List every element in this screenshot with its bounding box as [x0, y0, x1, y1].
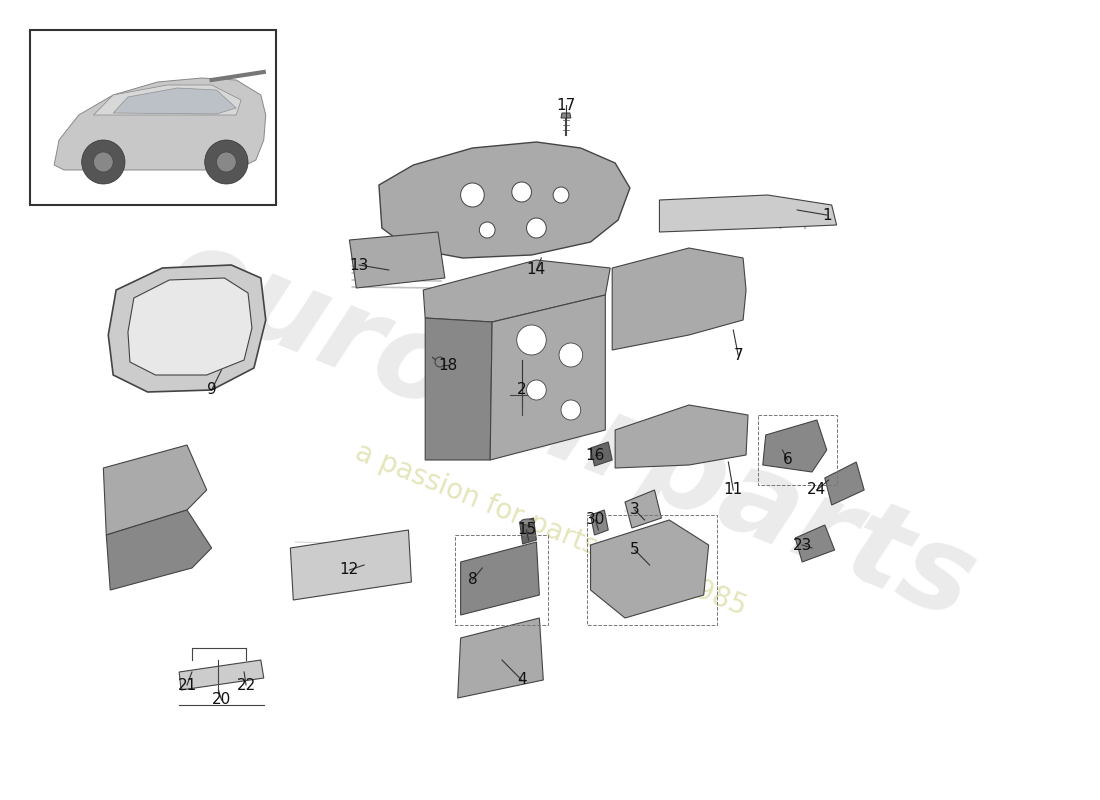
Circle shape — [81, 140, 125, 184]
Text: 18: 18 — [438, 358, 458, 373]
Polygon shape — [426, 318, 492, 460]
Polygon shape — [350, 232, 444, 288]
Text: 30: 30 — [586, 513, 605, 527]
Text: eurocarparts: eurocarparts — [151, 215, 991, 645]
Polygon shape — [591, 442, 613, 466]
Polygon shape — [113, 88, 236, 114]
Text: 9: 9 — [207, 382, 217, 398]
Ellipse shape — [520, 519, 535, 525]
Polygon shape — [615, 405, 748, 468]
Text: 12: 12 — [340, 562, 359, 578]
Polygon shape — [825, 462, 865, 505]
Polygon shape — [94, 85, 241, 115]
Circle shape — [512, 182, 531, 202]
Circle shape — [217, 152, 236, 172]
Bar — [454, 535, 548, 625]
Circle shape — [517, 325, 547, 355]
Polygon shape — [613, 248, 746, 350]
Polygon shape — [591, 510, 608, 535]
Polygon shape — [625, 490, 661, 528]
Text: a passion for parts since 1985: a passion for parts since 1985 — [351, 438, 751, 622]
Polygon shape — [108, 265, 266, 392]
Polygon shape — [762, 420, 827, 472]
Text: 2: 2 — [517, 382, 527, 398]
Text: 24: 24 — [807, 482, 826, 498]
Polygon shape — [378, 142, 630, 258]
Polygon shape — [795, 525, 835, 562]
Text: 5: 5 — [630, 542, 639, 558]
Text: 23: 23 — [792, 538, 812, 553]
Text: 3: 3 — [630, 502, 640, 518]
Polygon shape — [461, 542, 539, 615]
Circle shape — [434, 357, 444, 367]
Circle shape — [559, 343, 583, 367]
Polygon shape — [107, 510, 211, 590]
Text: 20: 20 — [212, 693, 231, 707]
Text: 17: 17 — [557, 98, 575, 113]
Bar — [30, 30, 276, 205]
Polygon shape — [54, 78, 266, 170]
Circle shape — [480, 222, 495, 238]
Polygon shape — [519, 518, 537, 544]
Circle shape — [527, 218, 547, 238]
Circle shape — [94, 152, 113, 172]
Text: 1: 1 — [822, 207, 832, 222]
Circle shape — [561, 400, 581, 420]
Polygon shape — [290, 530, 411, 600]
Text: 7: 7 — [734, 347, 742, 362]
Text: 15: 15 — [517, 522, 536, 538]
Polygon shape — [591, 520, 708, 618]
Text: 13: 13 — [350, 258, 368, 273]
Circle shape — [461, 183, 484, 207]
Circle shape — [205, 140, 248, 184]
Text: 22: 22 — [236, 678, 255, 693]
Polygon shape — [659, 195, 837, 232]
Polygon shape — [103, 445, 207, 535]
Text: 8: 8 — [468, 573, 477, 587]
Bar — [758, 415, 837, 485]
Polygon shape — [128, 278, 252, 375]
Text: 16: 16 — [586, 447, 605, 462]
Polygon shape — [179, 660, 264, 690]
Text: 14: 14 — [527, 262, 546, 278]
Circle shape — [553, 187, 569, 203]
Circle shape — [527, 380, 547, 400]
Text: 11: 11 — [724, 482, 743, 498]
Text: 4: 4 — [517, 673, 527, 687]
Polygon shape — [561, 113, 571, 118]
Text: 21: 21 — [177, 678, 197, 693]
Polygon shape — [491, 295, 605, 460]
Polygon shape — [458, 618, 543, 698]
Bar — [586, 515, 716, 625]
Text: 6: 6 — [782, 453, 792, 467]
Polygon shape — [424, 260, 610, 322]
